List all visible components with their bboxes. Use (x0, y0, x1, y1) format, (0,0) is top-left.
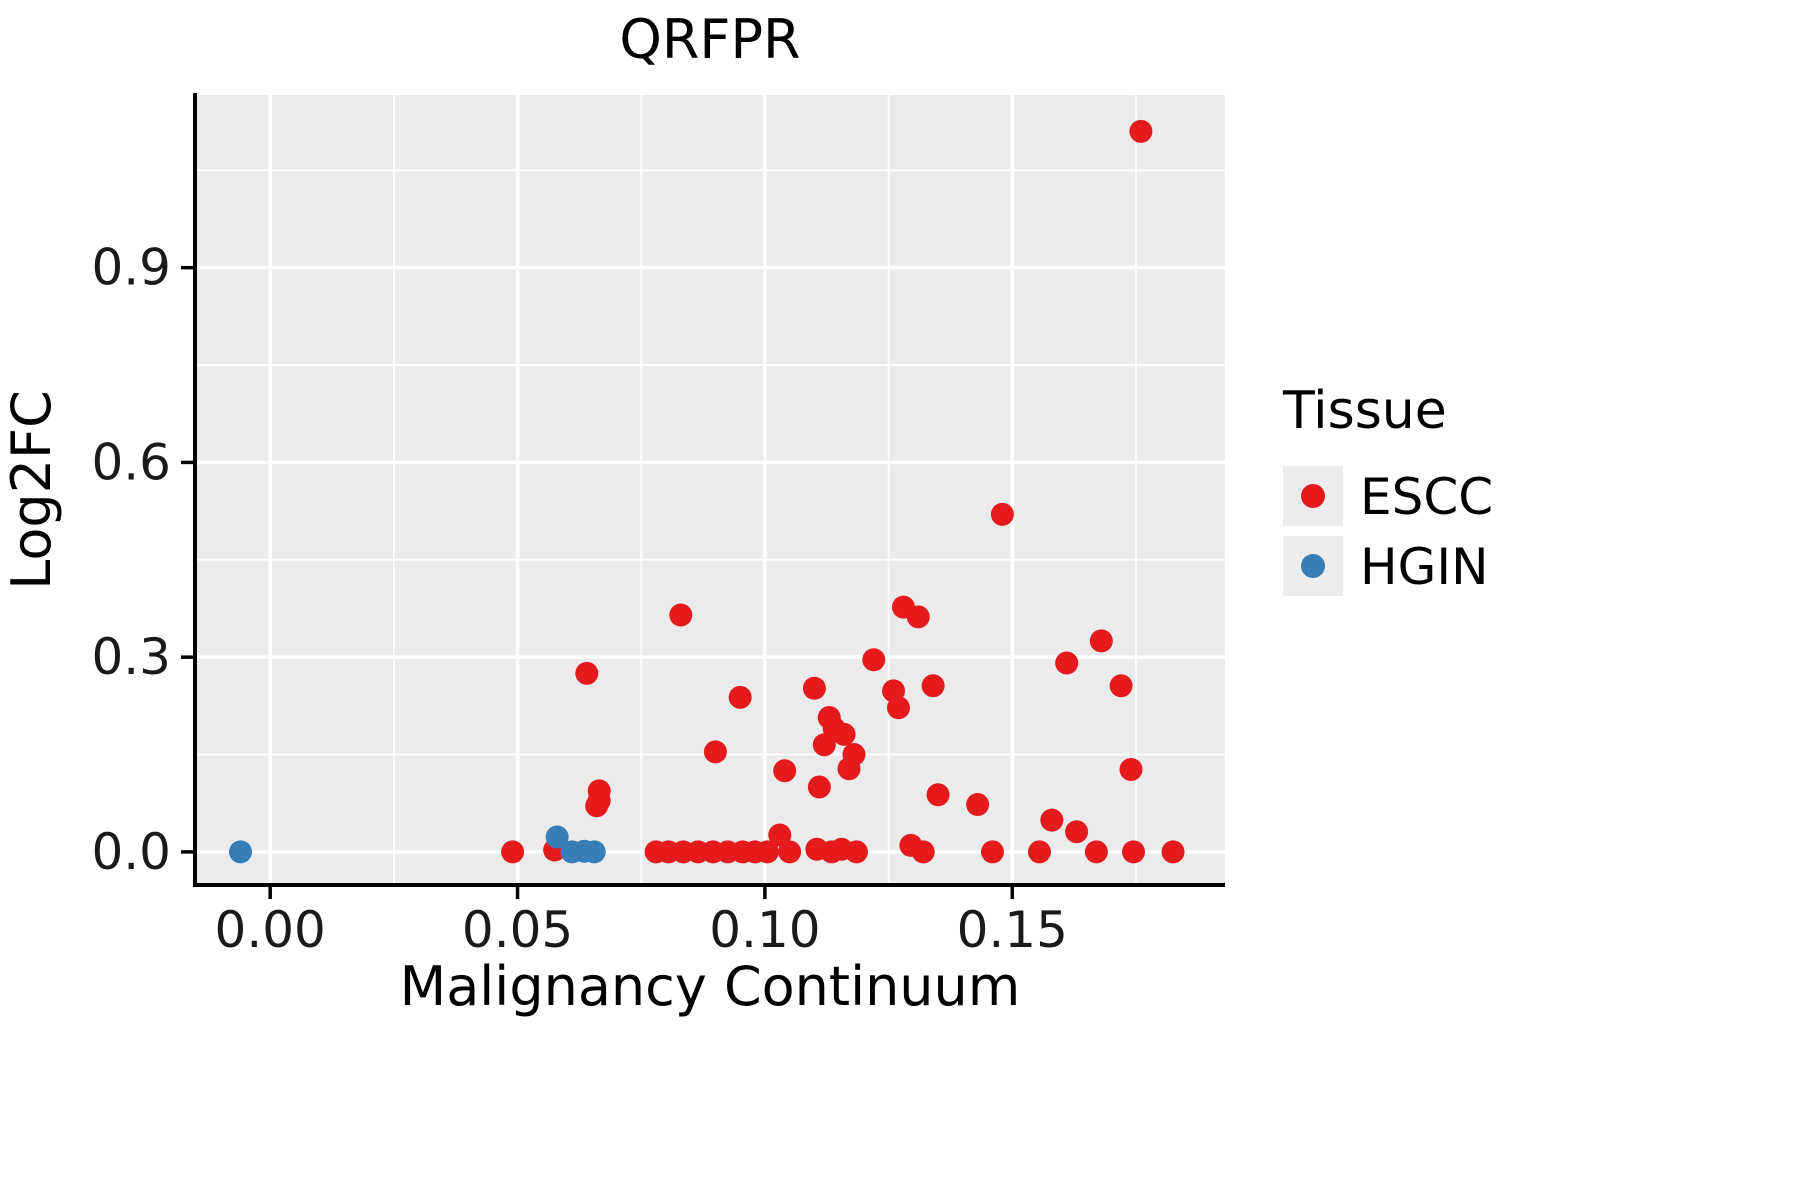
data-point-escc (1027, 840, 1051, 864)
data-point-escc (501, 840, 525, 864)
data-point-escc (886, 696, 910, 720)
data-point-escc (966, 793, 990, 817)
data-point-escc (1065, 820, 1089, 844)
y-tick-label: 0.6 (91, 433, 171, 491)
y-tick-label: 0.3 (91, 628, 171, 686)
data-point-escc (980, 840, 1004, 864)
data-point-escc (832, 722, 856, 746)
plot-panel (195, 95, 1225, 885)
data-point-hgin (582, 840, 606, 864)
data-point-escc (921, 674, 945, 698)
y-tick-label: 0.9 (91, 239, 171, 297)
data-point-escc (768, 823, 792, 847)
data-point-escc (802, 676, 826, 700)
data-points-layer (229, 119, 1185, 864)
data-point-escc (773, 759, 797, 783)
axis-tick-labels: 0.00 0.05 0.10 0.15 0.0 0.3 0.6 0.9 (91, 239, 1067, 959)
data-point-escc (1109, 674, 1133, 698)
legend-label-hgin: HGIN (1360, 538, 1489, 596)
data-point-hgin (545, 825, 569, 849)
data-point-escc (1040, 808, 1064, 832)
data-point-escc (990, 502, 1014, 526)
data-point-escc (575, 661, 599, 685)
data-point-escc (1129, 119, 1153, 143)
legend-entry-escc: ESCC (1283, 466, 1493, 526)
legend-title: Tissue (1282, 381, 1447, 441)
legend-label-escc: ESCC (1360, 468, 1493, 526)
data-point-escc (1119, 757, 1143, 781)
data-point-escc (911, 840, 935, 864)
data-point-escc (837, 757, 861, 781)
data-point-escc (844, 840, 868, 864)
axis-ticks (181, 265, 1015, 899)
legend-dot-hgin-icon (1301, 554, 1325, 578)
data-point-escc (669, 603, 693, 627)
data-point-escc (906, 605, 930, 629)
legend-entry-hgin: HGIN (1283, 536, 1489, 596)
data-point-escc (703, 740, 727, 764)
data-point-escc (585, 794, 609, 818)
x-tick-label: 0.10 (709, 901, 820, 959)
y-tick-label: 0.0 (91, 823, 171, 881)
data-point-escc (807, 775, 831, 799)
data-point-escc (1055, 651, 1079, 675)
data-point-escc (926, 783, 950, 807)
y-axis-title: Log2FC (0, 390, 63, 590)
data-point-escc (1084, 840, 1108, 864)
data-point-escc (1089, 629, 1113, 653)
data-point-escc (755, 840, 779, 864)
data-point-escc (862, 648, 886, 672)
legend: Tissue ESCC HGIN (1282, 381, 1493, 596)
data-point-escc (728, 685, 752, 709)
x-tick-label: 0.15 (957, 901, 1068, 959)
x-tick-label: 0.00 (215, 901, 326, 959)
data-point-escc (812, 733, 836, 757)
legend-dot-escc-icon (1301, 484, 1325, 508)
chart-title: QRFPR (619, 8, 800, 71)
data-point-escc (778, 840, 802, 864)
data-point-escc (1121, 840, 1145, 864)
data-point-hgin (229, 840, 253, 864)
x-axis-title: Malignancy Continuum (400, 955, 1021, 1018)
x-tick-label: 0.05 (462, 901, 573, 959)
data-point-escc (1161, 840, 1185, 864)
